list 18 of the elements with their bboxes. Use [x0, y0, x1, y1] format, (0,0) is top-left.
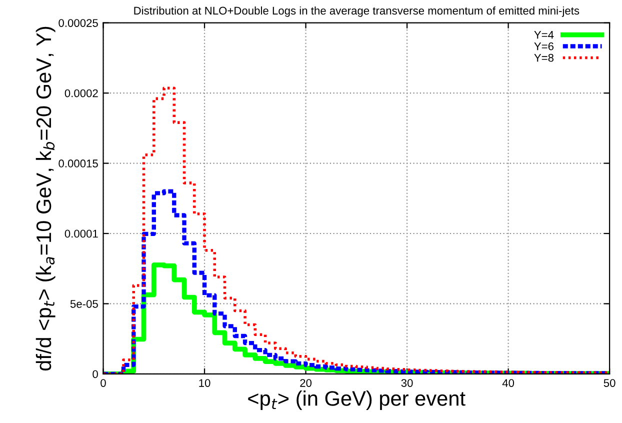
x-axis-title: <p$_{t}$> (in GeV) per event — [248, 390, 466, 410]
legend-label: Y=4 — [534, 31, 554, 39]
legend-label: Y=6 — [534, 42, 554, 50]
y-tick-label: 0.00015 — [58, 160, 98, 168]
y-axis-title: df/d <p$_{t}$> (k$_{a}$=10 GeV, k$_{b}$=20 GeV, Y) — [36, 26, 56, 371]
legend-label: Y=8 — [534, 54, 554, 62]
x-tick-label: 30 — [401, 379, 413, 387]
y-tick-label: 5e-05 — [70, 300, 98, 308]
y-tick-label: 0 — [92, 370, 98, 378]
x-tick-label: 20 — [300, 379, 312, 387]
x-tick-label: 0 — [100, 379, 106, 387]
chart-title: Distribution at NLO+Double Logs in the average transverse momentum of emitted mini-jets — [134, 6, 580, 17]
y-tick-label: 0.00025 — [58, 19, 98, 27]
x-tick-label: 40 — [502, 379, 514, 387]
y-tick-label: 0.0001 — [64, 230, 98, 238]
x-tick-label: 50 — [604, 379, 616, 387]
x-tick-label: 10 — [199, 379, 210, 387]
y-tick-label: 0.0002 — [64, 89, 98, 98]
